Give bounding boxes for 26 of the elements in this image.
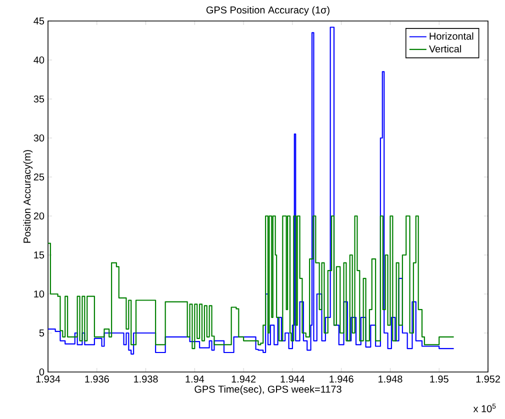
y-tick-label: 15 xyxy=(34,252,44,258)
x-tick-label: 1.95 xyxy=(430,376,448,383)
x-tick-label: 1.934 xyxy=(36,376,60,383)
legend-label: Horizontal xyxy=(430,32,474,40)
y-tick-label: 0 xyxy=(39,368,44,376)
x-tick-label: 1.944 xyxy=(280,376,305,383)
y-tick-label: 20 xyxy=(34,212,44,220)
x-axis-title: GPS Time(sec), GPS week=1173 xyxy=(194,385,342,395)
y-tick-label: 25 xyxy=(34,173,44,181)
x-tick-label: 1.942 xyxy=(232,376,256,383)
y-axis-title: Position Accuracy(m) xyxy=(23,150,33,243)
x-tick-label: 1.952 xyxy=(476,376,500,383)
legend-label: Vertical xyxy=(429,45,461,52)
x-tick-label: 1.938 xyxy=(134,376,158,383)
y-tick-label: 30 xyxy=(34,134,44,142)
y-tick-label: 40 xyxy=(34,56,44,64)
x-tick-label: 1.94 xyxy=(186,376,204,383)
x-tick-label: 1.946 xyxy=(330,376,354,383)
chart-title: GPS Position Accuracy (1σ) xyxy=(206,6,330,16)
x-tick-label: 1.936 xyxy=(85,376,109,383)
text: x 10$^{5}$ xyxy=(473,404,496,412)
x-tick-label: 1.948 xyxy=(378,376,402,383)
y-tick-label: 35 xyxy=(34,95,44,103)
y-tick-label: 10 xyxy=(34,290,44,298)
y-tick-label: 5 xyxy=(39,330,44,336)
y-tick-label: 45 xyxy=(34,18,44,24)
